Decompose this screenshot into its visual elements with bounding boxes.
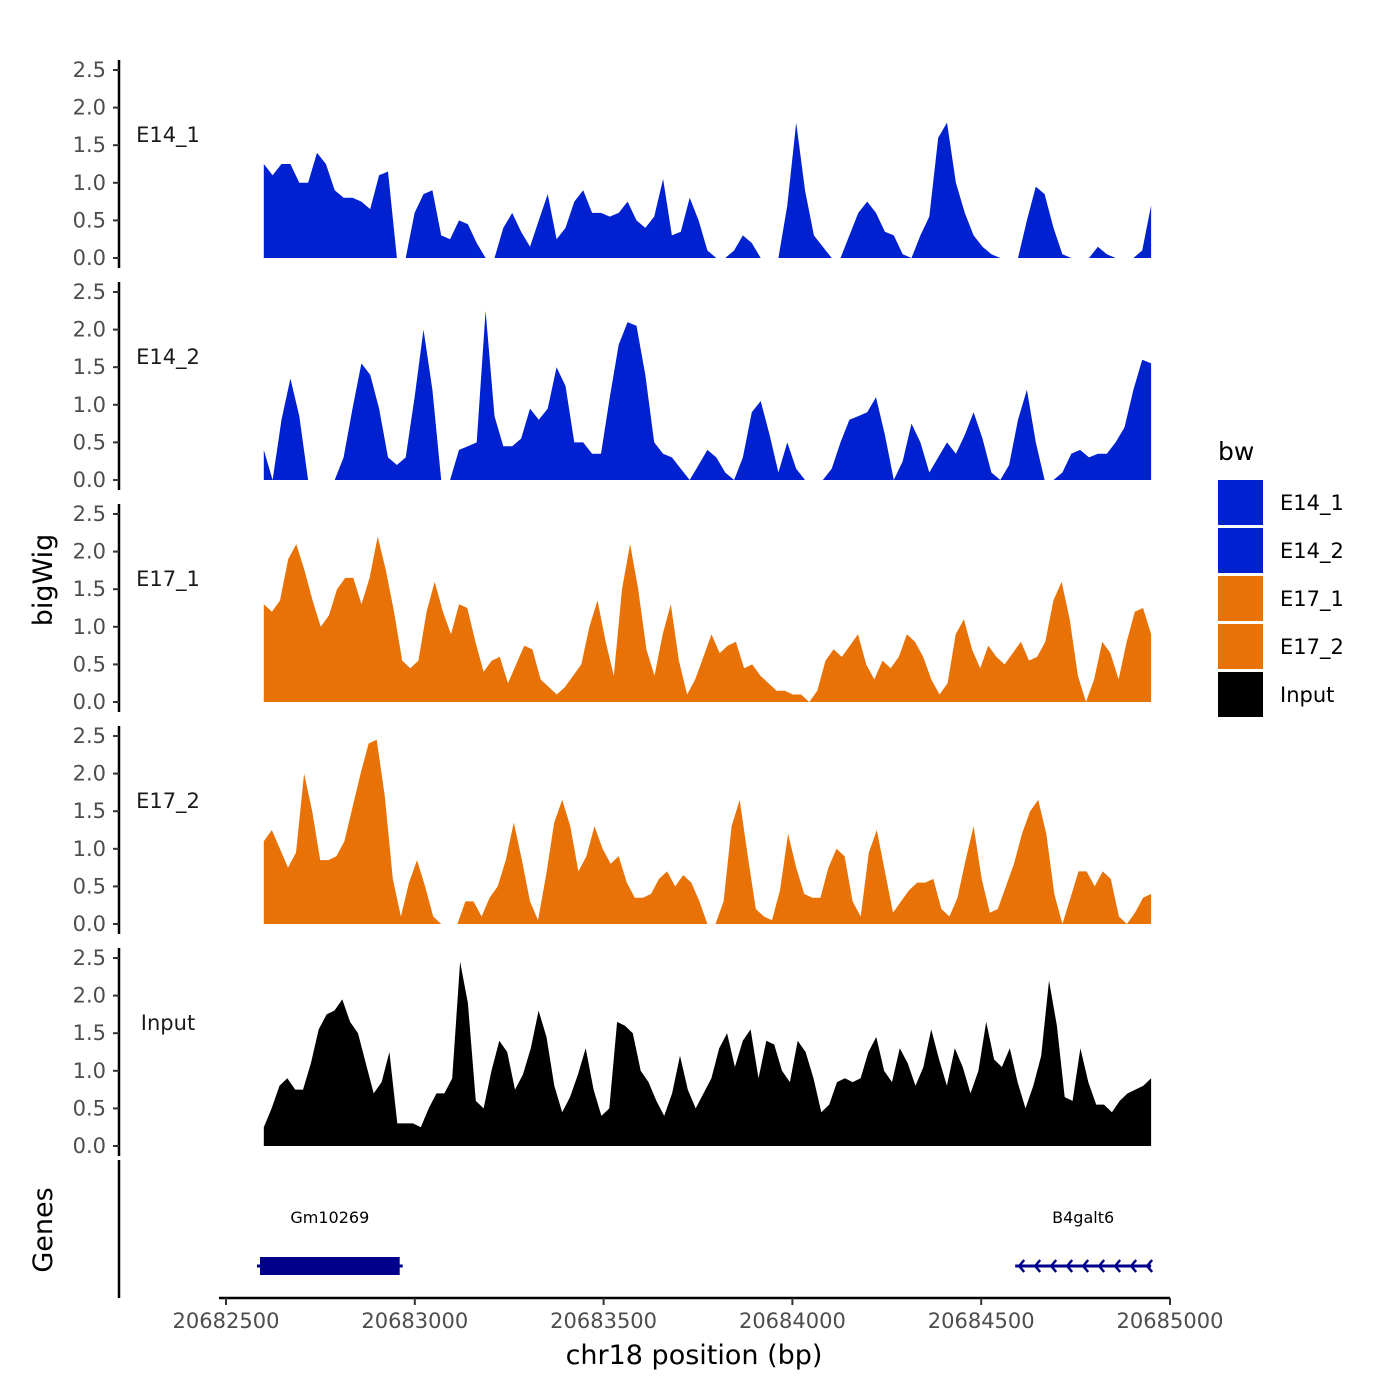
x-tick-label: 20685000: [1117, 1309, 1224, 1333]
strand-arrow: [1049, 1259, 1058, 1273]
strand-arrow: [1113, 1259, 1122, 1273]
y-tick-label: 0.5: [73, 208, 106, 232]
strand-arrow: [1129, 1259, 1138, 1273]
y-tick-label: 2.0: [73, 540, 106, 564]
legend-title: bw: [1218, 437, 1254, 466]
legend-entry-e14-2: E14_2: [1218, 528, 1344, 573]
y-tick-label: 1.0: [73, 171, 106, 195]
y-tick-label: 2.5: [73, 280, 106, 304]
legend-entry-input: Input: [1218, 672, 1334, 717]
y-tick-label: 2.5: [73, 724, 106, 748]
strand-arrow: [1065, 1259, 1074, 1273]
gene-gm10269: Gm10269: [256, 1208, 403, 1275]
x-axis-title: chr18 position (bp): [566, 1340, 823, 1371]
track-input: 0.0 0.5 1.0 1.5 2.0 2.5 Input: [73, 946, 1152, 1158]
strand-arrow: [1017, 1259, 1026, 1273]
y-tick-label: 1.0: [73, 615, 106, 639]
x-axis: 20682500 20683000 20683500 20684000 20684500…: [173, 1296, 1224, 1333]
legend-label: E14_2: [1280, 539, 1344, 564]
y-tick-label: 0.0: [73, 468, 106, 492]
legend-entry-e17-1: E17_1: [1218, 576, 1344, 621]
coverage-area: [263, 536, 1152, 702]
strand-arrow: [1081, 1259, 1090, 1273]
gene-b4galt6: B4galt6: [1015, 1208, 1154, 1273]
track-label: E17_1: [136, 567, 200, 592]
gene-label: Gm10269: [290, 1208, 369, 1227]
coverage-area: [263, 961, 1152, 1146]
x-tick-label: 20683000: [361, 1309, 468, 1333]
x-tick-label: 20682500: [173, 1309, 280, 1333]
legend-swatch: [1218, 672, 1263, 717]
y-tick-label: 1.0: [73, 837, 106, 861]
legend-label: E17_1: [1280, 587, 1344, 612]
tracks-group: 0.0 0.5 1.0 1.5 2.0 2.5 E14_1 0.0 0.5 1.0 1.5 2.0 2.…: [73, 58, 1152, 1158]
y-tick-label: 2.5: [73, 58, 106, 82]
track-label: E14_1: [136, 123, 200, 148]
legend-swatch: [1218, 576, 1263, 621]
y-tick-label: 0.5: [73, 874, 106, 898]
legend-swatch: [1218, 480, 1263, 525]
coverage-area: [263, 122, 1152, 258]
genes-panel: Gm10269 B4galt6: [117, 1160, 1154, 1298]
legend-swatch: [1218, 528, 1263, 573]
y-tick-label: 0.0: [73, 246, 106, 270]
y-tick-label: 2.5: [73, 946, 106, 970]
y-tick-label: 0.5: [73, 652, 106, 676]
legend-swatch: [1218, 624, 1263, 669]
y-tick-label: 0.5: [73, 1096, 106, 1120]
strand-arrow: [1097, 1259, 1106, 1273]
y-tick-label: 2.0: [73, 96, 106, 120]
legend-entry-e17-2: E17_2: [1218, 624, 1344, 669]
track-e17-1: 0.0 0.5 1.0 1.5 2.0 2.5 E17_1: [73, 502, 1152, 714]
track-label: E17_2: [136, 789, 200, 814]
track-e14-2: 0.0 0.5 1.0 1.5 2.0 2.5 E14_2: [73, 280, 1152, 492]
track-label: Input: [141, 1011, 195, 1035]
genes-axis-title: Genes: [28, 1187, 59, 1272]
legend-entry-e14-1: E14_1: [1218, 480, 1344, 525]
y-tick-label: 1.5: [73, 799, 106, 823]
y-tick-label: 2.0: [73, 318, 106, 342]
y-tick-label: 2.0: [73, 984, 106, 1008]
track-e14-1: 0.0 0.5 1.0 1.5 2.0 2.5 E14_1: [73, 58, 1152, 270]
legend-label: E17_2: [1280, 635, 1344, 660]
gene-label: B4galt6: [1052, 1208, 1114, 1227]
coverage-area: [263, 310, 1152, 480]
y-tick-label: 0.5: [73, 430, 106, 454]
legend: E14_1 E14_2 E17_1 E17_2 Input: [1218, 480, 1344, 717]
y-tick-label: 1.5: [73, 133, 106, 157]
y-tick-label: 2.5: [73, 502, 106, 526]
legend-label: E14_1: [1280, 491, 1344, 516]
y-tick-label: 1.0: [73, 1059, 106, 1083]
coverage-area: [263, 739, 1152, 924]
y-tick-label: 1.5: [73, 355, 106, 379]
track-label: E14_2: [136, 345, 200, 370]
y-tick-label: 2.0: [73, 762, 106, 786]
x-tick-label: 20684000: [739, 1309, 846, 1333]
strand-arrow: [1145, 1259, 1154, 1273]
track-e17-2: 0.0 0.5 1.0 1.5 2.0 2.5 E17_2: [73, 724, 1152, 936]
y-tick-label: 1.5: [73, 577, 106, 601]
strand-arrow: [1033, 1259, 1042, 1273]
y-tick-label: 0.0: [73, 1134, 106, 1158]
x-tick-label: 20683500: [550, 1309, 657, 1333]
y-axis-title: bigWig: [28, 534, 59, 627]
y-tick-label: 1.5: [73, 1021, 106, 1045]
y-tick-label: 1.0: [73, 393, 106, 417]
y-tick-label: 0.0: [73, 690, 106, 714]
legend-label: Input: [1280, 683, 1334, 707]
y-tick-label: 0.0: [73, 912, 106, 936]
x-tick-label: 20684500: [928, 1309, 1035, 1333]
